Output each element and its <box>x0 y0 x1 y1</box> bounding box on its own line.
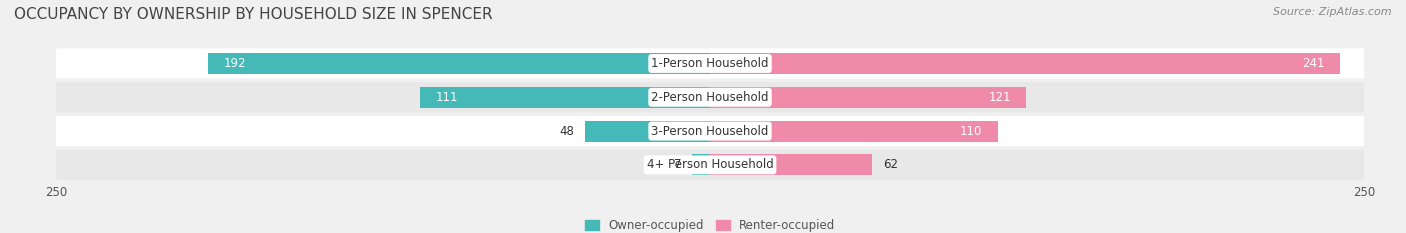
Text: 192: 192 <box>224 57 246 70</box>
Bar <box>710 154 872 175</box>
Text: 7: 7 <box>673 158 682 171</box>
FancyBboxPatch shape <box>56 150 1364 180</box>
Text: 241: 241 <box>1302 57 1324 70</box>
Text: 2-Person Household: 2-Person Household <box>651 91 769 104</box>
Text: 110: 110 <box>960 125 981 137</box>
Bar <box>585 121 710 141</box>
Text: OCCUPANCY BY OWNERSHIP BY HOUSEHOLD SIZE IN SPENCER: OCCUPANCY BY OWNERSHIP BY HOUSEHOLD SIZE… <box>14 7 492 22</box>
Bar <box>710 53 1340 74</box>
Text: 3-Person Household: 3-Person Household <box>651 125 769 137</box>
Bar <box>710 121 998 141</box>
Bar <box>692 154 710 175</box>
Bar <box>710 87 1026 108</box>
Text: 4+ Person Household: 4+ Person Household <box>647 158 773 171</box>
Text: Source: ZipAtlas.com: Source: ZipAtlas.com <box>1274 7 1392 17</box>
Text: 1-Person Household: 1-Person Household <box>651 57 769 70</box>
Text: 62: 62 <box>883 158 897 171</box>
FancyBboxPatch shape <box>56 48 1364 79</box>
FancyBboxPatch shape <box>56 82 1364 112</box>
Bar <box>420 87 710 108</box>
Text: 121: 121 <box>988 91 1011 104</box>
Legend: Owner-occupied, Renter-occupied: Owner-occupied, Renter-occupied <box>579 214 841 233</box>
Text: 111: 111 <box>436 91 458 104</box>
Text: 48: 48 <box>560 125 574 137</box>
FancyBboxPatch shape <box>56 116 1364 146</box>
Bar <box>208 53 710 74</box>
